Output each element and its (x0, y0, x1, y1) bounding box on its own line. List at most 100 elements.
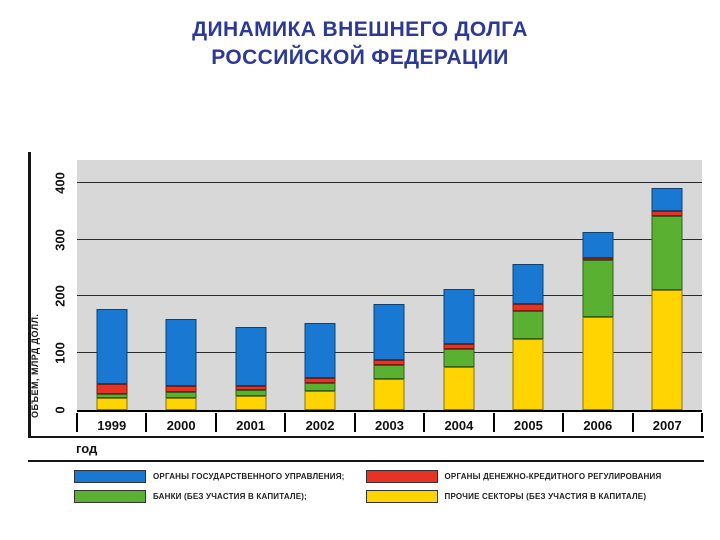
legend-swatch-3 (365, 490, 438, 503)
bar-segment (165, 397, 197, 410)
bar-group-1999 (77, 160, 146, 410)
bar-segment (651, 290, 683, 410)
x-tick-mark (76, 413, 78, 432)
bar-segment (512, 304, 544, 311)
bar-segment (512, 338, 544, 410)
x-labels-row: 1999 2000 2001 2002 2003 2004 2005 2006 2007 (76, 413, 703, 436)
external-debt-chart: ОБЪЕМ, МЛРД ДОЛЛ. 1999 2000 2001 2002 2003 20… (28, 152, 704, 503)
x-tick-mark (284, 413, 287, 432)
legend-item-2: БАНКИ (БЕЗ УЧАСТИЯ В КАПИТАЛЕ); (74, 490, 358, 503)
stacked-bar-2004 (443, 289, 475, 410)
stacked-bar-2000 (165, 319, 197, 410)
bars-layer (77, 160, 702, 410)
bar-segment (443, 344, 475, 349)
bar-segment (96, 393, 128, 399)
bar-segment (235, 385, 267, 391)
x-tick-label-2002: 2002 (305, 418, 335, 433)
bar-segment (96, 398, 128, 410)
bar-segment (582, 232, 614, 258)
slide-title-line-1: ДИНАМИКА ВНЕШНЕГО ДОЛГА (192, 18, 528, 41)
y-tick-label-300: 300 (52, 228, 68, 251)
stacked-bar-2007 (651, 187, 683, 410)
x-tick-mark (562, 413, 565, 432)
y-tick-label-0: 0 (52, 406, 68, 414)
gridline-200 (77, 295, 702, 297)
bar-segment (443, 366, 475, 410)
plot-wrap: ОБЪЕМ, МЛРД ДОЛЛ. 1999 2000 2001 2002 2003 20… (28, 152, 704, 438)
bar-segment (582, 317, 614, 410)
legend-item-0: ОРГАНЫ ГОСУДАРСТВЕННОГО УПРАВЛЕНИЯ; (74, 470, 358, 483)
stacked-bar-2006 (582, 232, 614, 410)
y-tick-label-100: 100 (52, 342, 68, 365)
bar-group-2000 (146, 160, 215, 410)
x-tick-label-2006: 2006 (583, 418, 613, 433)
x-tick-label-2007: 2007 (652, 418, 682, 433)
gridline-400 (77, 181, 702, 183)
bar-segment (304, 378, 336, 383)
bar-segment (235, 396, 267, 410)
stacked-bar-2002 (304, 323, 336, 410)
bar-segment (651, 187, 683, 211)
legend-item-3: ПРОЧИЕ СЕКТОРЫ (БЕЗ УЧАСТИЯ В КАПИТАЛЕ) (365, 490, 713, 503)
legend-label-3: ПРОЧИЕ СЕКТОРЫ (БЕЗ УЧАСТИЯ В КАПИТАЛЕ) (444, 492, 647, 501)
bar-group-2003 (355, 160, 424, 410)
legend-label-1: ОРГАНЫ ДЕНЕЖНО-КРЕДИТНОГО РЕГУЛИРОВАНИЯ (444, 472, 662, 481)
x-tick-mark (701, 413, 703, 432)
x-tick-label-2005: 2005 (513, 418, 543, 433)
bar-segment (304, 323, 336, 379)
bar-group-2006 (563, 160, 632, 410)
x-tick-mark (631, 413, 634, 432)
bar-segment (165, 319, 197, 386)
x-tick-mark (423, 413, 426, 432)
stacked-bar-1999 (96, 308, 128, 410)
plot-area (77, 160, 702, 412)
x-tick-label-2000: 2000 (166, 418, 196, 433)
bar-segment (651, 215, 683, 291)
bar-segment (96, 384, 128, 394)
x-tick-label-1999: 1999 (97, 418, 127, 433)
legend-swatch-1 (365, 470, 438, 483)
x-tick-mark (492, 413, 495, 432)
legend: ОРГАНЫ ГОСУДАРСТВЕННОГО УПРАВЛЕНИЯ; ОРГАН… (28, 470, 704, 503)
x-tick-label-2001: 2001 (236, 418, 266, 433)
bar-segment (373, 304, 405, 361)
y-tick-label-200: 200 (52, 285, 68, 308)
stacked-bar-2005 (512, 264, 544, 410)
bar-segment (512, 264, 544, 305)
x-axis-title: год (28, 438, 704, 462)
legend-label-2: БАНКИ (БЕЗ УЧАСТИЯ В КАПИТАЛЕ); (153, 492, 307, 501)
bar-group-2007 (633, 160, 702, 410)
legend-label-0: ОРГАНЫ ГОСУДАРСТВЕННОГО УПРАВЛЕНИЯ; (153, 472, 345, 481)
bar-segment (443, 348, 475, 367)
y-tick-label-400: 400 (52, 171, 68, 194)
x-tick-mark (353, 413, 356, 432)
legend-swatch-2 (74, 490, 146, 503)
bar-segment (304, 382, 336, 391)
x-tick-mark (145, 413, 148, 432)
bar-segment (373, 360, 405, 365)
bar-segment (96, 308, 128, 385)
gridline-300 (77, 238, 702, 240)
bar-group-2004 (424, 160, 493, 410)
bar-segment (443, 289, 475, 345)
bar-segment (582, 260, 614, 318)
bar-segment (373, 364, 405, 379)
bar-segment (235, 390, 267, 397)
stacked-bar-2001 (235, 327, 267, 410)
stacked-bar-2003 (373, 304, 405, 410)
x-tick-label-2003: 2003 (375, 418, 404, 433)
bar-segment (651, 210, 683, 216)
bar-segment (235, 327, 267, 386)
bar-segment (512, 310, 544, 339)
slide-title-line-2: РОССИЙСКОЙ ФЕДЕРАЦИИ (211, 46, 509, 70)
x-tick-label-2004: 2004 (444, 418, 474, 433)
bar-segment (582, 257, 614, 261)
x-tick-mark (214, 413, 217, 432)
bar-segment (165, 392, 197, 398)
bar-group-2001 (216, 160, 285, 410)
legend-swatch-0 (74, 470, 146, 483)
bar-segment (304, 390, 336, 410)
bar-group-2002 (285, 160, 354, 410)
bar-segment (165, 385, 197, 393)
bar-segment (373, 378, 405, 410)
